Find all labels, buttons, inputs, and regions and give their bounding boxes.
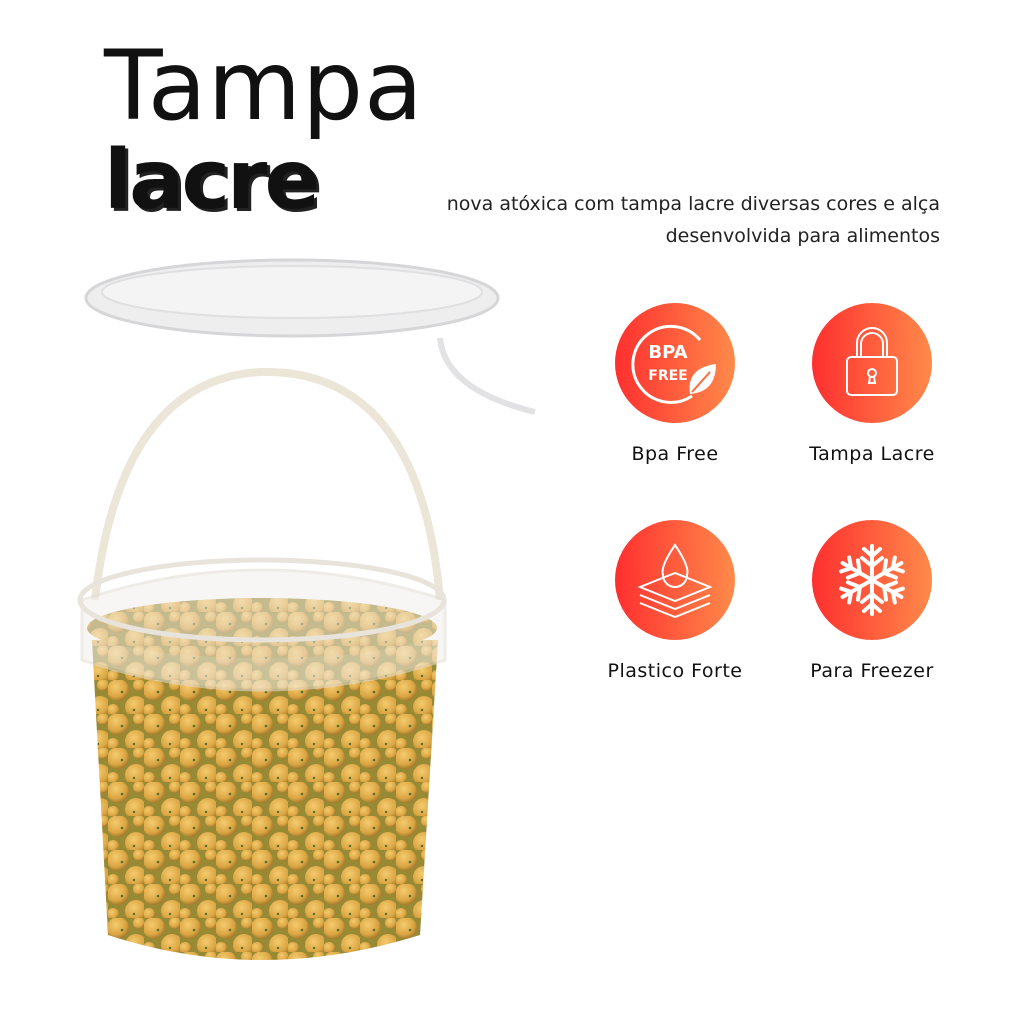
title-line-1: Tampa xyxy=(104,30,424,142)
feature-plastico-forte: Plastico Forte xyxy=(575,520,775,682)
bpa-free-icon: BPA FREE xyxy=(615,303,735,423)
bpa-icon-text: BPA xyxy=(648,342,687,363)
title-line-2: lacre xyxy=(104,133,320,228)
bucket-body xyxy=(92,640,438,960)
free-icon-text: FREE xyxy=(648,368,687,384)
feature-label: Plastico Forte xyxy=(607,660,743,682)
bucket-handle xyxy=(91,367,444,601)
feature-label: Bpa Free xyxy=(631,443,719,465)
feature-label: Para Freezer xyxy=(810,660,934,682)
padlock-icon xyxy=(812,303,932,423)
product-description: nova atóxica com tampa lacre diversas co… xyxy=(446,193,940,247)
snowflake-icon xyxy=(812,520,932,640)
feature-bpa-free: BPA FREE Bpa Free xyxy=(575,303,775,465)
lid xyxy=(84,258,536,415)
feature-para-freezer: Para Freezer xyxy=(772,520,972,682)
layers-drop-icon xyxy=(615,520,735,640)
feature-label: Tampa Lacre xyxy=(809,443,935,465)
feature-tampa-lacre: Tampa Lacre xyxy=(772,303,972,465)
